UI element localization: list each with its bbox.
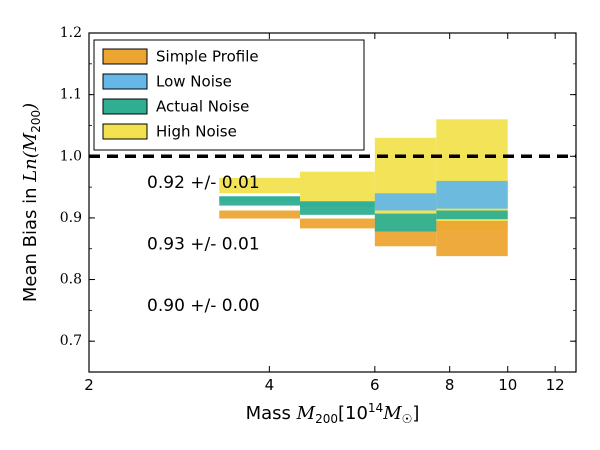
legend-swatch-high-noise <box>102 123 148 140</box>
y-tick-label: 0.7 <box>60 333 82 349</box>
bands-layer <box>219 119 508 257</box>
legend-label-low-noise: Low Noise <box>156 73 232 91</box>
band-actual-noise-bin-2 <box>299 201 375 215</box>
axis-labels: Mass M200[1014M☉] Mean Bias in Ln(M200) <box>20 103 419 426</box>
band-simple-profile-bin-2 <box>299 218 375 229</box>
axes-layer: 0.7 0.8 0.9 1.0 1.1 1.2 2 4 6 8 10 12 <box>60 25 577 394</box>
annotation-2: 0.93 +/- 0.01 <box>147 234 260 254</box>
legend: Simple Profile Low Noise Actual Noise High … <box>93 39 365 151</box>
legend-swatch-low-noise <box>102 73 148 90</box>
band-simple-profile-bin-1 <box>219 210 300 219</box>
x-tick-label: 8 <box>445 376 455 394</box>
y-tick-label: 1.2 <box>60 25 82 41</box>
band-simple-profile-bin-4 <box>436 220 508 257</box>
y-axis-label: Mean Bias in Ln(M200) <box>20 103 43 302</box>
annotation-1: 0.92 +/- 0.01 <box>147 173 260 193</box>
annotation-3: 0.90 +/- 0.00 <box>147 296 260 316</box>
band-low-noise-bin-4 <box>436 180 508 209</box>
band-simple-profile-bin-3 <box>374 229 437 247</box>
y-tick-label: 0.8 <box>60 272 82 288</box>
legend-label-actual-noise: Actual Noise <box>156 98 249 116</box>
legend-swatch-simple-profile <box>102 48 148 65</box>
legend-label-simple-profile: Simple Profile <box>156 48 259 66</box>
x-tick-label: 10 <box>498 376 517 394</box>
band-actual-noise-bin-4 <box>436 210 508 220</box>
legend-swatch-actual-noise <box>102 98 148 115</box>
y-tick-label: 1.1 <box>60 87 82 103</box>
y-tick-label: 1.0 <box>60 148 82 164</box>
series-simple-profile <box>219 210 508 257</box>
band-high-noise-bin-1 <box>219 177 300 194</box>
x-tick-label: 2 <box>84 376 94 394</box>
series-actual-noise <box>219 196 508 232</box>
legend-label-high-noise: High Noise <box>156 123 237 141</box>
x-tick-label: 6 <box>370 376 380 394</box>
plot-frame <box>88 32 577 373</box>
x-tick-label: 12 <box>546 376 565 394</box>
x-axis-label: Mass M200[1014M☉] <box>246 401 420 426</box>
y-tick-label: 0.9 <box>60 210 82 226</box>
band-high-noise-bin-2 <box>299 171 375 206</box>
band-actual-noise-bin-1 <box>219 196 300 206</box>
band-low-noise-bin-3 <box>374 193 437 211</box>
band-actual-noise-bin-3 <box>374 213 437 232</box>
annotations-layer: 0.92 +/- 0.01 0.93 +/- 0.01 0.90 +/- 0.00 <box>147 173 260 316</box>
x-tick-label: 4 <box>265 376 275 394</box>
